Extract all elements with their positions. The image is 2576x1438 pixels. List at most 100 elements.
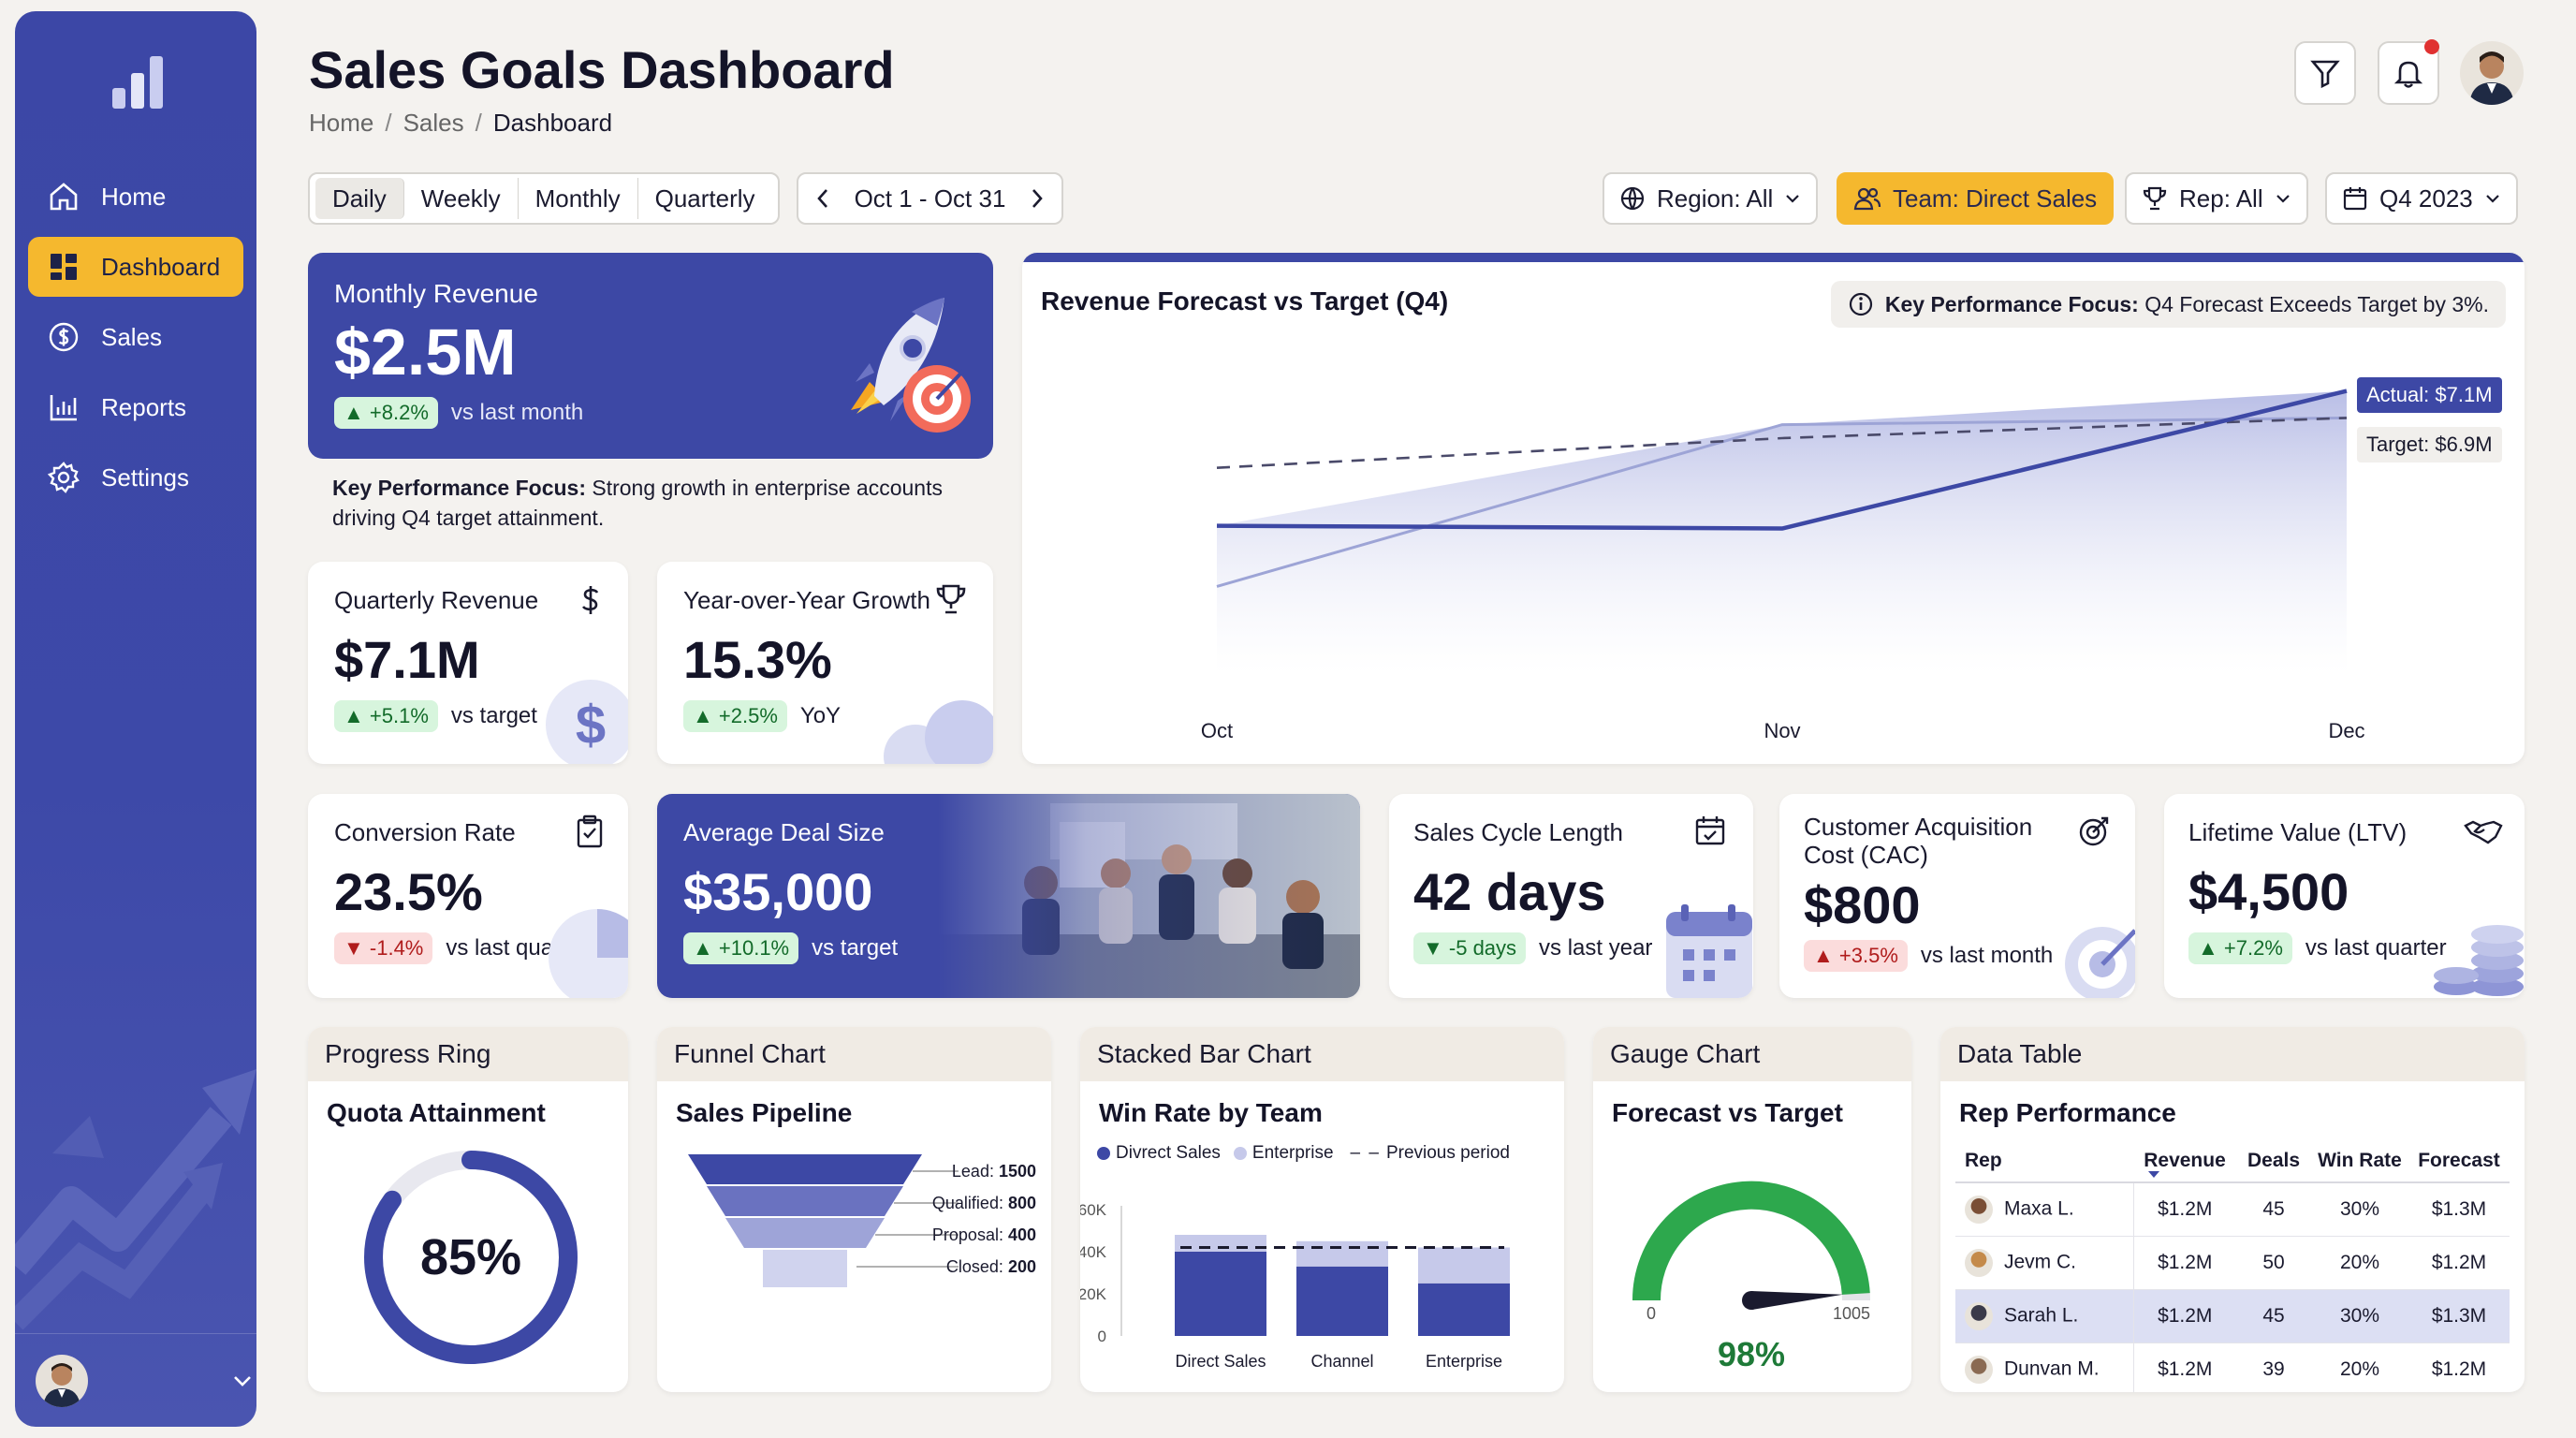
delta-text: -1.4%: [369, 936, 424, 960]
legend-label: Enterprise: [1251, 1143, 1334, 1163]
info-icon: [1849, 292, 1872, 316]
panel-title: Forecast vs Target: [1612, 1098, 1843, 1127]
column-header[interactable]: Forecast: [2418, 1149, 2500, 1171]
delta-badge: ▲ +5.1%: [334, 700, 438, 732]
sidebar-item-dashboard[interactable]: Dashboard: [28, 237, 243, 297]
table-row[interactable]: Sarah L. $1.2M 45 30% $1.3M: [1955, 1289, 2510, 1343]
tab-quarterly[interactable]: Quarterly: [654, 184, 755, 213]
column-header[interactable]: Deals: [2247, 1149, 2301, 1171]
funnel-stage: [707, 1186, 903, 1216]
x-tick-label: Nov: [1764, 719, 1800, 742]
region-filter[interactable]: Region: All: [1603, 172, 1819, 225]
sidebar-item-settings[interactable]: Settings: [28, 448, 243, 507]
chevron-down-icon: [1786, 195, 1800, 203]
column-header-sorted[interactable]: Revenue: [2133, 1139, 2236, 1182]
gauge-max-label: 1005: [1833, 1304, 1870, 1323]
sidebar-item-label: Home: [101, 182, 167, 211]
delta-row: ▲ +8.2% vs last month: [334, 397, 583, 429]
rep-filter-label: Rep: All: [2179, 183, 2263, 213]
filter-button[interactable]: [2294, 41, 2356, 105]
breadcrumb-current: Dashboard: [492, 109, 613, 137]
dollar-coin-decoration: $: [546, 680, 628, 764]
tab-weekly[interactable]: Weekly: [404, 178, 519, 219]
delta-text: +5.1%: [369, 704, 429, 727]
page-title: Sales Goals Dashboard: [309, 40, 895, 99]
breadcrumb: Home / Sales / Dashboard: [309, 109, 613, 137]
table-cell: $1.3M: [2431, 1304, 2487, 1327]
chevron-down-icon[interactable]: [232, 1374, 253, 1387]
chevron-right-icon[interactable]: [1030, 187, 1045, 210]
table-cell: 45: [2262, 1304, 2285, 1327]
delta-row: ▼ -5 days vs last year: [1413, 932, 1652, 964]
progress-arc: [364, 1151, 578, 1364]
table-row[interactable]: Maxa L. $1.2M 45 30% $1.3M: [1955, 1182, 2510, 1236]
panel-header: Funnel Chart: [657, 1027, 1051, 1081]
avatar: [36, 1354, 88, 1407]
sidebar-item-home[interactable]: Home: [28, 167, 243, 227]
actual-line: [1216, 389, 2348, 531]
table-cell: 20%: [2339, 1251, 2380, 1273]
user-menu[interactable]: [15, 1333, 256, 1427]
breadcrumb-sales[interactable]: Sales: [402, 109, 464, 137]
ltv-value: $4,500: [2188, 862, 2349, 921]
table-cell: $1.2M: [2158, 1304, 2213, 1327]
table-cell: $1.2M: [2431, 1357, 2487, 1380]
conversion-rate-value: 23.5%: [334, 862, 483, 921]
date-range-picker: Oct 1 - Oct 31: [797, 172, 1063, 225]
region-filter-label: Region: All: [1657, 183, 1774, 213]
globe-icon: [1620, 186, 1645, 211]
column-header[interactable]: Rep: [1965, 1149, 2002, 1171]
notifications-button[interactable]: [2378, 39, 2439, 105]
breadcrumb-home[interactable]: Home: [309, 109, 374, 137]
yoy-growth-value: 15.3%: [683, 630, 832, 689]
monthly-revenue-card: Monthly Revenue $2.5M ▲ +8.2% vs last mo…: [308, 253, 993, 459]
delta-suffix: vs last quarter: [2305, 935, 2447, 961]
table-row[interactable]: Dunvan M. $1.2M 39 20% $1.2M: [1955, 1343, 2510, 1392]
delta-suffix: vs last month: [1920, 943, 2054, 968]
gauge-chart-panel: Gauge Chart Forecast vs Target 0 1005 98…: [1593, 1027, 1911, 1392]
team-meeting-photo: [938, 794, 1360, 998]
focus-note-text: Strong growth in enterprise accounts dri…: [332, 476, 943, 530]
gauge-arc: [1632, 1181, 1870, 1301]
calendar-decoration: [1666, 904, 1752, 998]
team-filter[interactable]: Team: Direct Sales: [1837, 172, 2115, 225]
yoy-growth-card: Year-over-Year Growth 15.3% ▲ +2.5% YoY: [657, 562, 993, 764]
bell-icon: [2393, 61, 2423, 88]
progress-value: 85%: [420, 1229, 521, 1285]
table-row[interactable]: Jevm C. $1.2M 50 20% $1.2M: [1955, 1236, 2510, 1289]
monthly-revenue-value: $2.5M: [334, 315, 517, 389]
delta-text: +10.1%: [718, 936, 790, 960]
focus-note-label: Key Performance Focus:: [332, 476, 586, 500]
conversion-rate-card: Conversion Rate 23.5% ▼ -1.4% vs last qu…: [308, 794, 628, 998]
tab-monthly[interactable]: Monthly: [519, 178, 638, 219]
bar-chart-icon: [50, 395, 77, 421]
rep-name: Sarah L.: [2004, 1304, 2079, 1327]
panel-title: Win Rate by Team: [1099, 1098, 1323, 1127]
calendar-check-icon: [1695, 816, 1725, 845]
column-header[interactable]: Win Rate: [2318, 1149, 2402, 1171]
tab-daily[interactable]: Daily: [315, 178, 404, 219]
table-cell: $1.3M: [2431, 1197, 2487, 1220]
funnel-stage-value: 800: [1008, 1194, 1036, 1212]
rep-filter[interactable]: Rep: All: [2125, 172, 2308, 225]
sidebar-item-label: Dashboard: [101, 252, 221, 281]
chevron-left-icon[interactable]: [815, 187, 830, 210]
panel-title: Rep Performance: [1959, 1098, 2176, 1127]
rocket-icon: [851, 298, 971, 433]
quarter-filter[interactable]: Q4 2023: [2325, 172, 2518, 225]
quarterly-revenue-card: Quarterly Revenue $7.1M ▲ +5.1% vs targe…: [308, 562, 628, 764]
card-title: Customer Acquisition Cost (CAC): [1804, 813, 2033, 869]
focus-note: Key Performance Focus: Strong growth in …: [332, 473, 969, 533]
sort-icon: [2148, 1171, 2159, 1178]
delta-text: +3.5%: [1838, 944, 1898, 967]
funnel-stage-value: 400: [1008, 1225, 1036, 1244]
sidebar-item-sales[interactable]: Sales: [28, 307, 243, 367]
logo-icon: [112, 56, 163, 109]
date-range-label[interactable]: Oct 1 - Oct 31: [854, 183, 1006, 213]
avatar-top[interactable]: [2460, 41, 2524, 105]
home-icon: [50, 183, 78, 211]
progress-ring-panel: Progress Ring Quota Attainment 85%: [308, 1027, 628, 1392]
sales-cycle-card: Sales Cycle Length 42 days ▼ -5 days vs …: [1389, 794, 1753, 998]
sidebar-item-reports[interactable]: Reports: [28, 377, 243, 437]
rep-name-cell: Jevm C.: [1955, 1236, 2134, 1289]
